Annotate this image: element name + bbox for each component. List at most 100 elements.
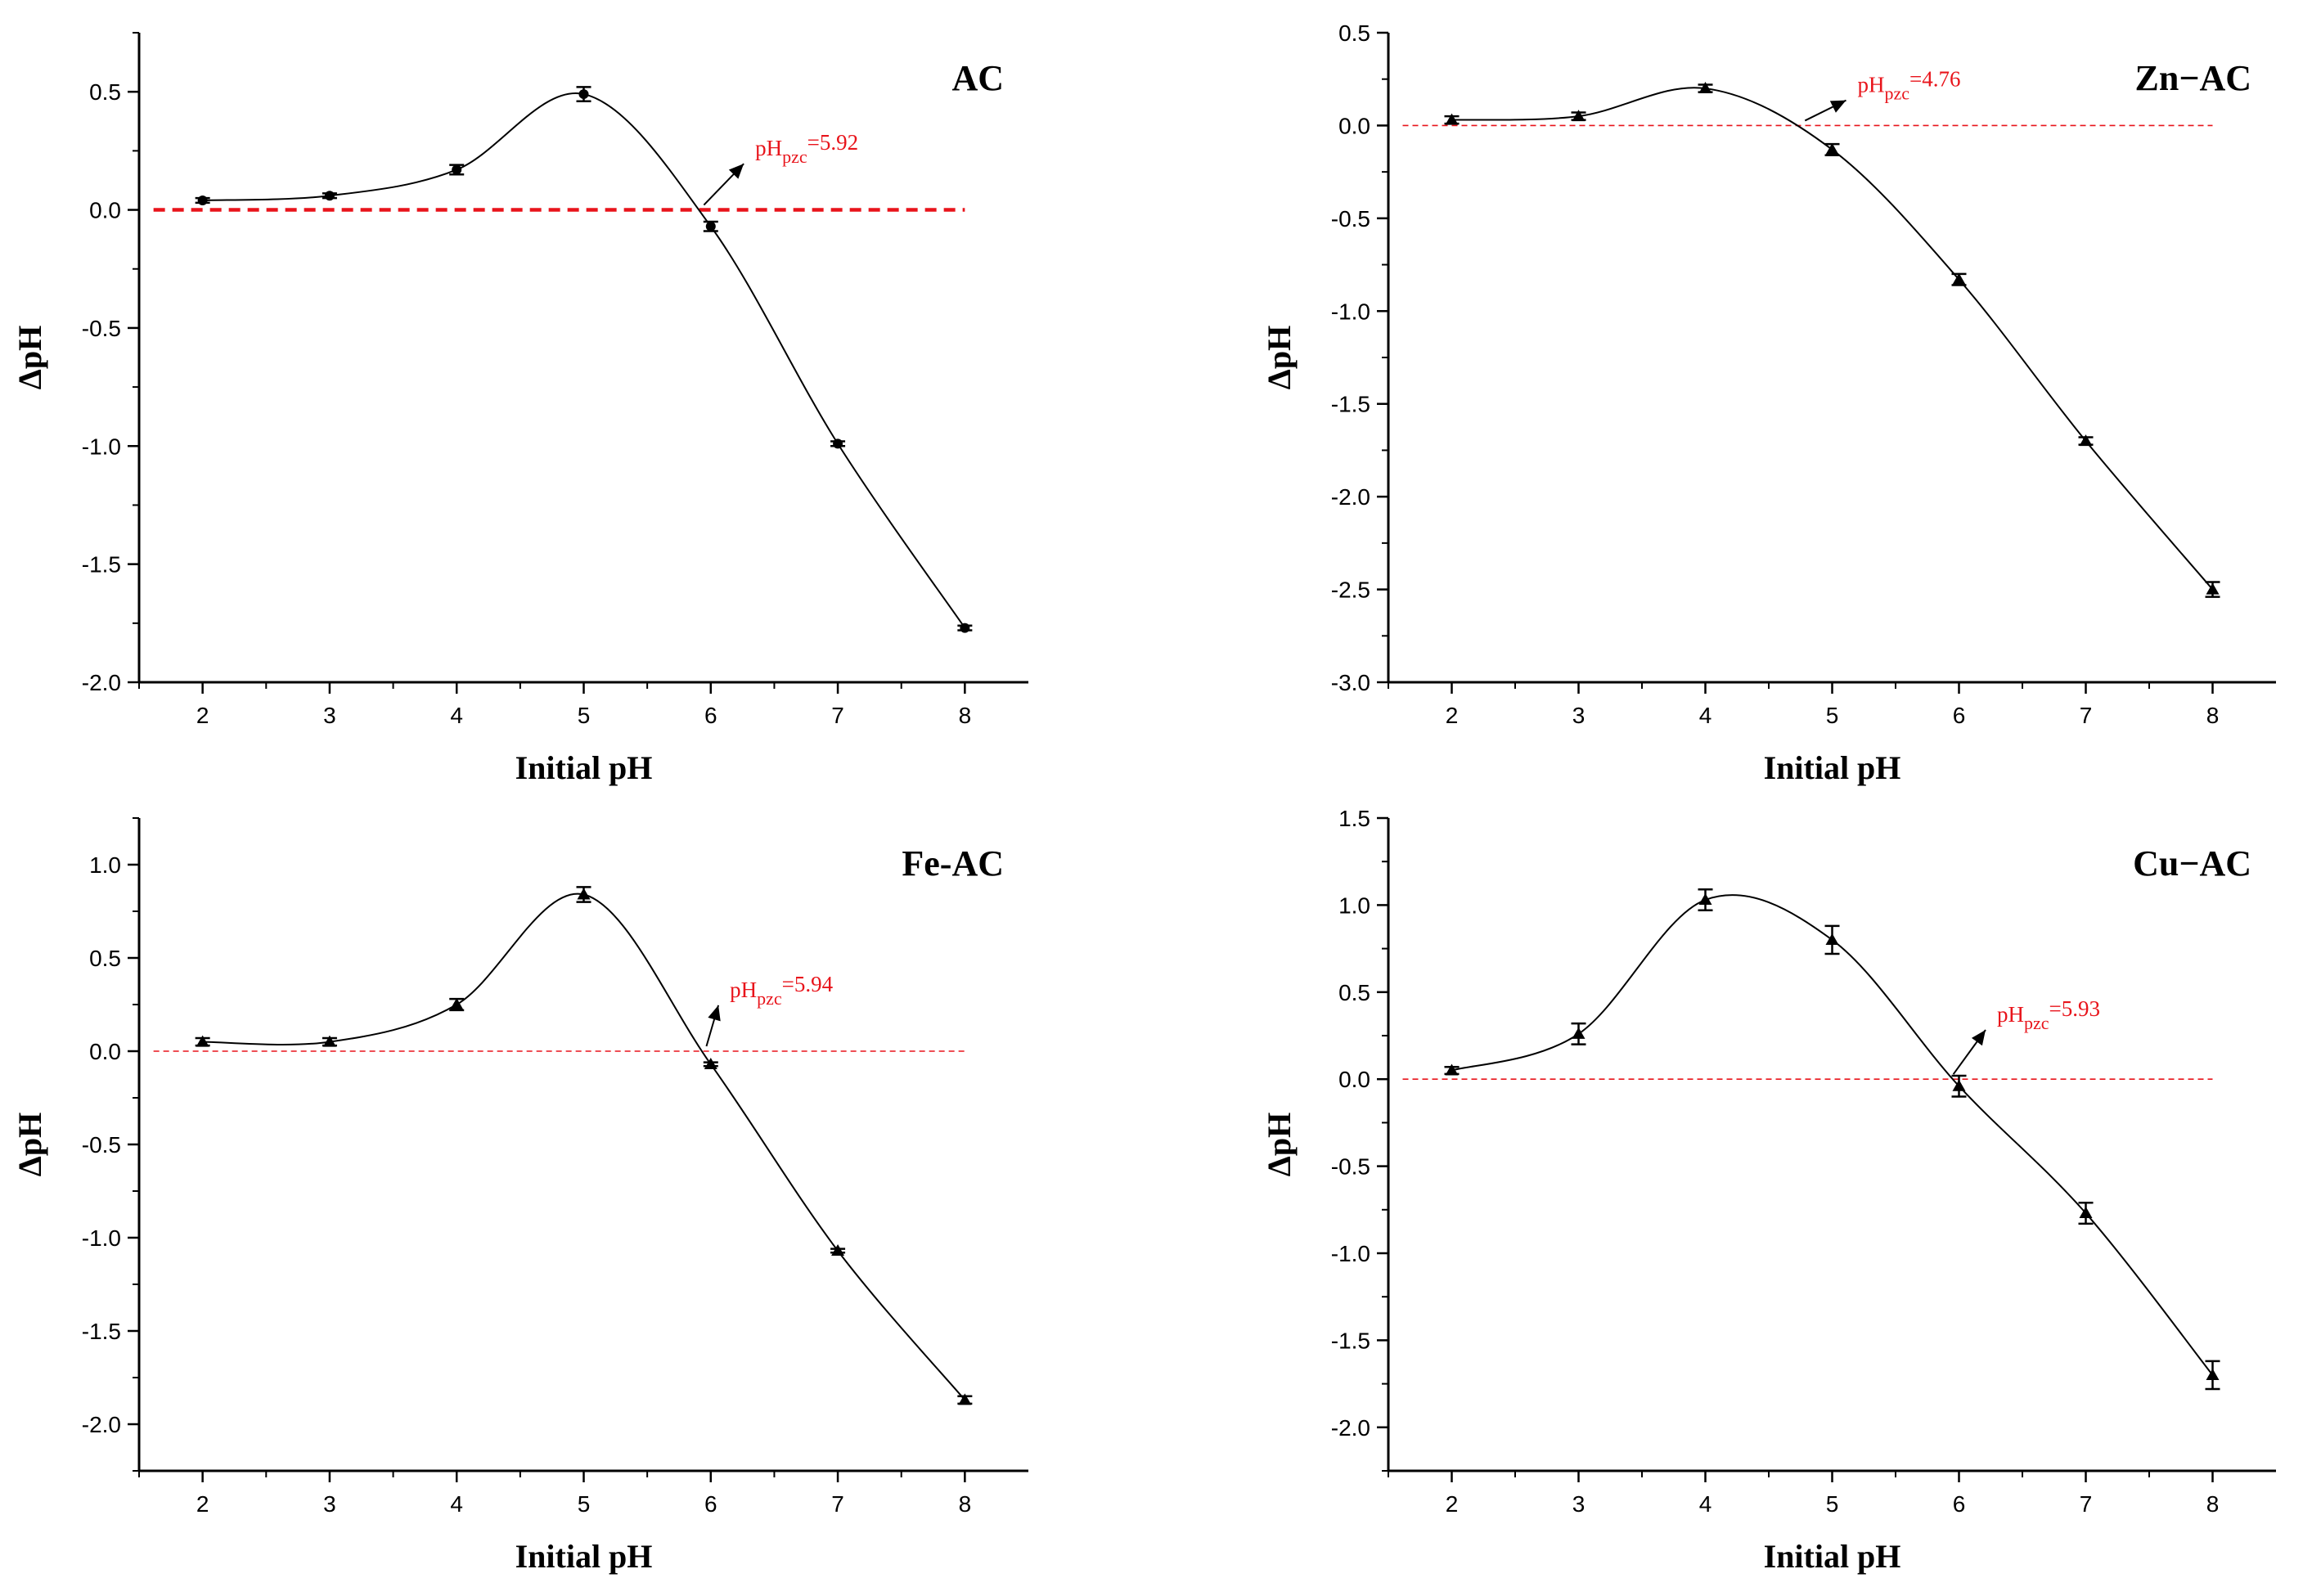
data-point bbox=[1445, 113, 1459, 125]
x-tick-label: 2 bbox=[196, 703, 209, 728]
x-tick-label: 2 bbox=[1446, 703, 1459, 728]
panel-label: Fe-AC bbox=[902, 843, 1004, 883]
y-tick-label: -0.5 bbox=[1331, 206, 1370, 232]
fit-curve bbox=[1451, 87, 2214, 591]
pzc-annotation-prefix: pH bbox=[1997, 1002, 2024, 1027]
pzc-annotation-value: =5.94 bbox=[782, 972, 834, 996]
x-tick-label: 5 bbox=[1826, 1491, 1839, 1517]
data-point bbox=[2079, 1207, 2093, 1219]
x-tick-label: 5 bbox=[578, 703, 591, 728]
data-point bbox=[197, 195, 208, 205]
annotation-arrow-head bbox=[728, 164, 744, 179]
x-axis-title: Initial pH bbox=[1764, 1538, 1901, 1575]
data-point bbox=[450, 998, 464, 1009]
y-axis-title: ΔpH bbox=[1261, 1113, 1298, 1176]
data-point bbox=[958, 1393, 972, 1405]
data-point bbox=[705, 221, 716, 232]
y-tick-label: -2.0 bbox=[1331, 1415, 1370, 1441]
fit-curve bbox=[1451, 894, 2214, 1376]
data-point bbox=[1825, 933, 1839, 945]
y-tick-label: 0.0 bbox=[1338, 1067, 1370, 1092]
x-tick-label: 6 bbox=[1953, 703, 1966, 728]
data-point bbox=[960, 623, 970, 633]
y-tick-label: -2.5 bbox=[1331, 578, 1370, 603]
x-tick-label: 3 bbox=[323, 1491, 336, 1517]
data-point bbox=[2206, 1368, 2220, 1380]
y-tick-label: -1.0 bbox=[82, 1225, 121, 1251]
fit-curve bbox=[202, 92, 966, 629]
x-tick-label: 7 bbox=[2080, 703, 2093, 728]
data-point bbox=[2079, 434, 2093, 447]
y-tick-label: -0.5 bbox=[82, 316, 121, 341]
y-tick-label: -1.0 bbox=[1331, 299, 1370, 324]
y-axis-title: ΔpH bbox=[11, 326, 48, 389]
chart-panel-2: 2 3 4 5 6 7 8 -3.0 -2.5 -2.0 -1.5 -1.0 -0.5 0.0 0.5 Ini… bbox=[1261, 20, 2276, 786]
data-point bbox=[1698, 82, 1712, 94]
data-point bbox=[1825, 142, 1839, 155]
data-point bbox=[833, 438, 843, 449]
x-tick-label: 3 bbox=[1572, 703, 1586, 728]
x-tick-label: 3 bbox=[1572, 1491, 1586, 1517]
data-point bbox=[578, 89, 589, 100]
data-point bbox=[322, 1035, 336, 1047]
x-tick-label: 6 bbox=[704, 703, 717, 728]
annotation-arrow-head bbox=[708, 1005, 721, 1022]
pzc-annotation-value: =4.76 bbox=[1909, 67, 1960, 92]
annotation-arrow-head bbox=[1971, 1029, 1986, 1046]
y-tick-label: 1.0 bbox=[1338, 892, 1370, 918]
y-tick-label: -0.5 bbox=[82, 1132, 121, 1158]
x-tick-label: 4 bbox=[450, 1491, 463, 1517]
data-point bbox=[324, 191, 335, 201]
pzc-annotation-prefix: pH bbox=[1858, 73, 1885, 97]
pzc-annotation-value: =5.93 bbox=[2049, 996, 2100, 1021]
data-point bbox=[1698, 893, 1712, 906]
pzc-annotation: pHpzc=5.94 bbox=[730, 972, 834, 1009]
y-tick-label: 0.5 bbox=[89, 946, 121, 971]
x-tick-label: 5 bbox=[578, 1491, 591, 1517]
y-tick-label: -1.0 bbox=[82, 434, 121, 459]
y-tick-label: 0.0 bbox=[1338, 113, 1370, 138]
annotation-arrow-head bbox=[1829, 100, 1846, 113]
pzc-annotation-sub: pzc bbox=[782, 146, 807, 167]
panel-label: Cu−AC bbox=[2133, 843, 2251, 883]
data-point bbox=[452, 164, 462, 175]
data-point bbox=[704, 1057, 717, 1069]
x-tick-label: 7 bbox=[2080, 1491, 2093, 1517]
y-tick-label: -1.5 bbox=[1331, 1328, 1370, 1353]
x-tick-label: 3 bbox=[323, 703, 336, 728]
chart-panel-4: 2 3 4 5 6 7 8 -2.0 -1.5 -1.0 -0.5 0.0 0.5 1.0 1.5 Initi… bbox=[1261, 806, 2276, 1575]
y-tick-label: 0.5 bbox=[1338, 980, 1370, 1005]
x-tick-label: 8 bbox=[959, 1491, 972, 1517]
x-tick-label: 2 bbox=[1446, 1491, 1459, 1517]
pzc-annotation-sub: pzc bbox=[1885, 83, 1910, 104]
chart-panel-1: 2 3 4 5 6 7 8 -2.0 -1.5 -1.0 -0.5 0.0 0.5 Initial pH Δ… bbox=[11, 32, 1028, 786]
y-axis-title: ΔpH bbox=[1261, 326, 1298, 389]
pzc-annotation: pHpzc=4.76 bbox=[1858, 67, 1961, 104]
y-tick-label: 1.5 bbox=[1338, 806, 1370, 831]
data-point bbox=[196, 1035, 209, 1047]
x-tick-label: 4 bbox=[450, 703, 463, 728]
data-point bbox=[1952, 272, 1966, 285]
data-point bbox=[1572, 1027, 1586, 1039]
pzc-annotation-prefix: pH bbox=[755, 136, 782, 160]
y-axis-title: ΔpH bbox=[11, 1113, 48, 1176]
fit-curve bbox=[202, 892, 966, 1401]
y-tick-label: -1.5 bbox=[1331, 392, 1370, 417]
data-point bbox=[1952, 1079, 1966, 1091]
y-tick-label: 0.5 bbox=[1338, 20, 1370, 46]
x-axis-title: Initial pH bbox=[1764, 749, 1901, 786]
y-tick-label: -1.5 bbox=[82, 552, 121, 578]
y-tick-label: -0.5 bbox=[1331, 1154, 1370, 1180]
x-tick-label: 7 bbox=[831, 1491, 844, 1517]
x-tick-label: 2 bbox=[196, 1491, 209, 1517]
x-axis-title: Initial pH bbox=[515, 1538, 653, 1575]
data-point bbox=[1572, 110, 1586, 122]
pzc-annotation-value: =5.92 bbox=[807, 130, 858, 155]
y-tick-label: -2.0 bbox=[82, 1412, 121, 1437]
x-tick-label: 5 bbox=[1826, 703, 1839, 728]
x-axis-title: Initial pH bbox=[515, 749, 653, 786]
x-tick-label: 4 bbox=[1699, 703, 1712, 728]
data-point bbox=[831, 1243, 845, 1256]
x-tick-label: 7 bbox=[831, 703, 844, 728]
y-tick-label: 0.0 bbox=[89, 1039, 121, 1064]
